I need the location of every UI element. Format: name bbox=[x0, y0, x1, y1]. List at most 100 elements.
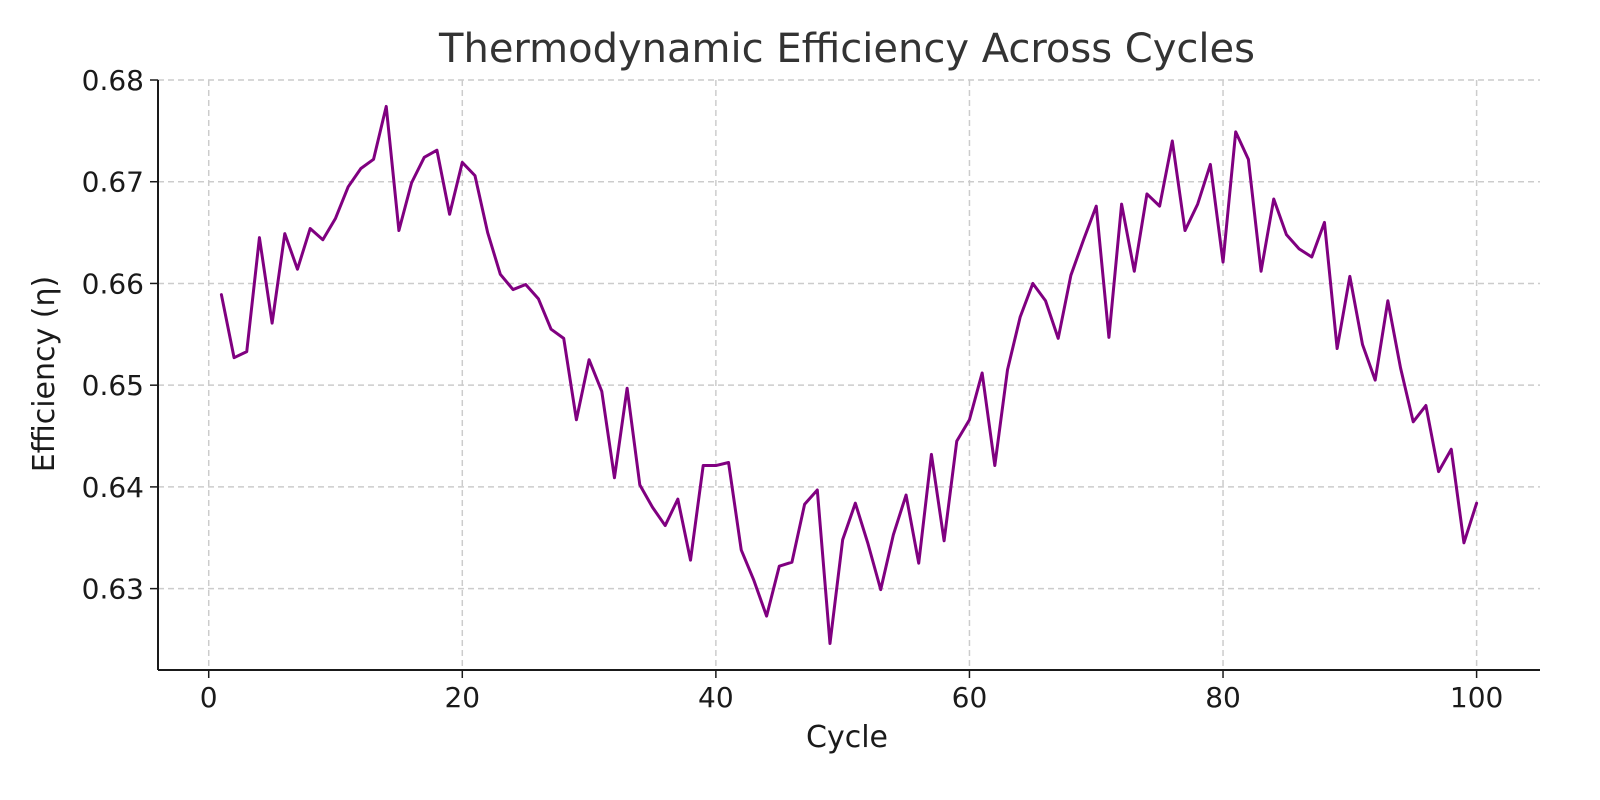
data-point bbox=[512, 288, 515, 291]
data-point bbox=[1424, 404, 1427, 407]
data-point bbox=[1107, 336, 1110, 339]
data-point bbox=[626, 387, 629, 390]
data-point bbox=[309, 227, 312, 230]
data-point bbox=[410, 181, 413, 184]
data-point bbox=[271, 322, 274, 325]
data-point bbox=[930, 453, 933, 456]
data-point bbox=[1260, 270, 1263, 273]
data-point bbox=[1031, 282, 1034, 285]
data-point bbox=[1209, 163, 1212, 166]
data-point bbox=[816, 488, 819, 491]
x-tick-label: 0 bbox=[200, 681, 218, 714]
data-point bbox=[562, 337, 565, 340]
chart-title: Thermodynamic Efficiency Across Cycles bbox=[438, 26, 1255, 72]
data-point bbox=[385, 105, 388, 108]
data-point bbox=[664, 524, 667, 527]
data-point bbox=[1412, 420, 1415, 423]
x-tick-label: 60 bbox=[952, 681, 988, 714]
data-series bbox=[219, 104, 1479, 646]
data-point bbox=[435, 149, 438, 152]
data-point bbox=[867, 542, 870, 545]
data-point bbox=[689, 559, 692, 562]
data-point bbox=[233, 356, 236, 359]
data-point bbox=[550, 328, 553, 331]
x-tick-label: 80 bbox=[1205, 681, 1241, 714]
data-point bbox=[981, 371, 984, 374]
data-point bbox=[613, 476, 616, 479]
data-point bbox=[905, 494, 908, 497]
data-point bbox=[993, 464, 996, 467]
data-point bbox=[1069, 274, 1072, 277]
data-point bbox=[702, 464, 705, 467]
data-point bbox=[461, 161, 464, 164]
y-tick-label: 0.63 bbox=[82, 573, 144, 606]
data-point bbox=[740, 548, 743, 551]
x-tick-label: 40 bbox=[698, 681, 734, 714]
data-point bbox=[778, 565, 781, 568]
data-point bbox=[1348, 275, 1351, 278]
data-point bbox=[486, 231, 489, 234]
y-axis-label: Efficiency (η) bbox=[27, 276, 62, 472]
data-point bbox=[676, 498, 679, 501]
data-point bbox=[803, 503, 806, 506]
data-point bbox=[765, 615, 768, 618]
data-point bbox=[1158, 205, 1161, 208]
data-point bbox=[334, 217, 337, 220]
data-point bbox=[499, 273, 502, 276]
data-point bbox=[524, 283, 527, 286]
data-point bbox=[347, 185, 350, 188]
data-point bbox=[1006, 368, 1009, 371]
y-tick-label: 0.64 bbox=[82, 471, 144, 504]
data-point bbox=[1183, 229, 1186, 232]
data-point bbox=[1462, 541, 1465, 544]
data-point bbox=[841, 538, 844, 541]
data-point bbox=[854, 502, 857, 505]
data-point bbox=[1386, 299, 1389, 302]
x-tick-label: 20 bbox=[444, 681, 480, 714]
data-point bbox=[968, 418, 971, 421]
data-point bbox=[727, 461, 730, 464]
data-point bbox=[537, 297, 540, 300]
data-point bbox=[283, 232, 286, 235]
data-point bbox=[1310, 256, 1313, 259]
data-point bbox=[1361, 343, 1364, 346]
data-point bbox=[943, 539, 946, 542]
data-point bbox=[879, 588, 882, 591]
data-point bbox=[1082, 238, 1085, 241]
data-point bbox=[1145, 192, 1148, 195]
data-point bbox=[714, 464, 717, 467]
data-point bbox=[473, 174, 476, 177]
data-point bbox=[955, 440, 958, 443]
data-point bbox=[1095, 205, 1098, 208]
data-point bbox=[1234, 130, 1237, 133]
data-point bbox=[1399, 366, 1402, 369]
data-point bbox=[1133, 270, 1136, 273]
data-point bbox=[892, 533, 895, 536]
data-point bbox=[1323, 221, 1326, 224]
data-point bbox=[1374, 379, 1377, 382]
data-point bbox=[372, 158, 375, 161]
data-point bbox=[917, 562, 920, 565]
data-point bbox=[1437, 470, 1440, 473]
data-point bbox=[828, 642, 831, 645]
data-point bbox=[220, 293, 223, 296]
data-point bbox=[1019, 316, 1022, 319]
x-tick-label: 100 bbox=[1450, 681, 1503, 714]
data-point bbox=[1272, 198, 1275, 201]
data-point bbox=[1336, 347, 1339, 350]
data-point bbox=[588, 358, 591, 361]
data-point bbox=[1171, 140, 1174, 143]
data-point bbox=[1285, 233, 1288, 236]
data-point bbox=[1450, 448, 1453, 451]
data-point bbox=[258, 236, 261, 239]
axes bbox=[157, 80, 1540, 671]
data-point bbox=[1120, 203, 1123, 206]
data-point bbox=[1298, 247, 1301, 250]
y-tick-label: 0.65 bbox=[82, 369, 144, 402]
data-point bbox=[359, 167, 362, 170]
data-point bbox=[752, 579, 755, 582]
data-point bbox=[1222, 261, 1225, 264]
data-point bbox=[638, 483, 641, 486]
data-point bbox=[1044, 299, 1047, 302]
